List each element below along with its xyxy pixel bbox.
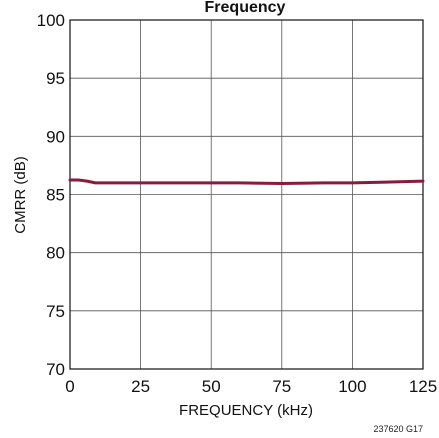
x-tick-labels: 0 25 50 75 100 125: [65, 377, 437, 396]
y-tick-label: 80: [46, 244, 65, 263]
y-tick-label: 90: [46, 127, 65, 146]
chart-title: Frequency: [205, 0, 286, 16]
y-tick-label: 85: [46, 186, 65, 205]
plot-frame: [69, 19, 424, 370]
x-tick-label: 75: [272, 377, 291, 396]
y-tick-label: 100: [37, 11, 65, 30]
x-tick-label: 0: [65, 377, 74, 396]
x-axis-title: FREQUENCY (kHz): [179, 402, 313, 419]
cmrr-series-line: [68, 178, 425, 185]
y-tick-labels: 70 75 80 85 90 95 100: [37, 11, 65, 379]
grid-layer: [70, 20, 423, 369]
x-tick-label: 50: [202, 377, 221, 396]
x-tick-label: 125: [409, 377, 437, 396]
x-tick-label: 100: [338, 377, 366, 396]
y-tick-label: 95: [46, 69, 65, 88]
y-tick-label: 70: [46, 360, 65, 379]
figure-id: 237620 G17: [373, 424, 423, 434]
x-tick-label: 25: [131, 377, 150, 396]
y-tick-label: 75: [46, 302, 65, 321]
series-layer: [68, 178, 425, 185]
y-axis-title: CMRR (dB): [12, 156, 29, 234]
